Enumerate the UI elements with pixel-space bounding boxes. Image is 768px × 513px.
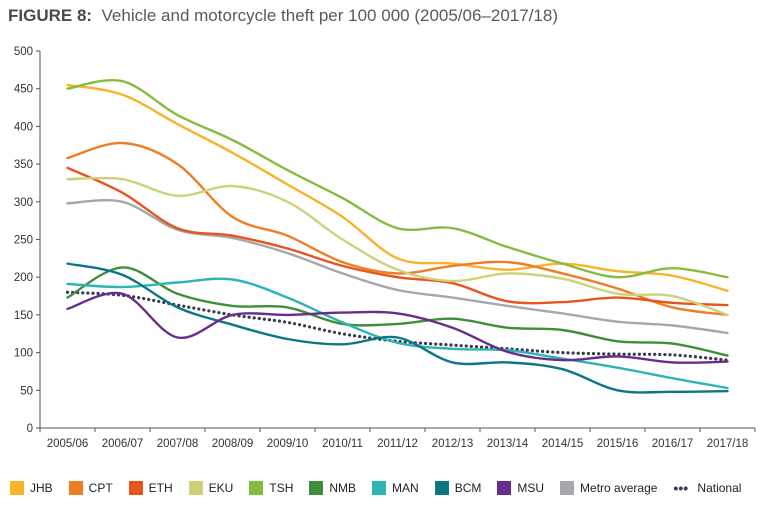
y-tick-label: 150 — [14, 310, 33, 322]
x-tick-label: 2015/16 — [597, 438, 639, 450]
legend-item-jhb: JHB — [10, 481, 53, 495]
legend-label: MSU — [517, 481, 545, 495]
legend-label: JHB — [30, 481, 53, 495]
y-tick-label: 450 — [14, 84, 33, 96]
x-tick-label: 2014/15 — [542, 438, 584, 450]
y-tick-label: 350 — [14, 159, 33, 171]
legend-item-msu: MSU — [497, 481, 544, 495]
x-tick-label: 2016/17 — [652, 438, 694, 450]
y-tick-label: 500 — [14, 46, 33, 58]
y-tick-label: 0 — [27, 423, 33, 435]
x-tick-label: 2013/14 — [487, 438, 529, 450]
legend-item-man: MAN — [372, 481, 419, 495]
legend-swatch — [128, 481, 143, 495]
legend-swatch — [68, 481, 83, 495]
legend-swatch — [10, 481, 24, 495]
series-line-national — [65, 290, 730, 362]
legend: JHB CPT ETH EKU TSH NMB MAN BCM MSU Metro average… — [10, 481, 760, 495]
y-tick-label: 200 — [14, 272, 33, 284]
legend-item-eth: ETH — [128, 481, 173, 495]
series-line-nmb — [66, 266, 729, 357]
legend-label: National — [697, 481, 742, 495]
x-tick-label: 2012/13 — [432, 438, 474, 450]
y-tick-label: 250 — [14, 235, 33, 247]
series-line-msu — [66, 291, 729, 364]
legend-label: MAN — [392, 481, 419, 495]
x-tick-label: 2006/07 — [102, 438, 144, 450]
legend-label: BCM — [454, 481, 482, 495]
legend-label: Metro average — [580, 481, 658, 495]
legend-swatch — [560, 481, 575, 495]
legend-label: ETH — [148, 481, 173, 495]
legend-item-eku: EKU — [188, 481, 234, 495]
x-tick-label: 2017/18 — [707, 438, 749, 450]
legend-swatch — [497, 481, 512, 495]
legend-item-cpt: CPT — [68, 481, 113, 495]
legend-label: CPT — [88, 481, 113, 495]
legend-swatch — [309, 481, 324, 495]
series-line-jhb — [66, 83, 729, 292]
y-tick-label: 400 — [14, 121, 33, 133]
series-line-eth — [66, 166, 729, 307]
series-line-eku — [66, 176, 729, 317]
legend-item-bcm: BCM — [434, 481, 482, 495]
legend-item-metro-average: Metro average — [560, 481, 657, 495]
legend-swatch — [434, 481, 449, 495]
legend-item-tsh: TSH — [249, 481, 293, 495]
legend-swatch — [372, 481, 387, 495]
x-tick-label: 2011/12 — [377, 438, 418, 450]
legend-label: EKU — [208, 481, 234, 495]
figure-number: FIGURE 8: — [8, 6, 93, 25]
series-line-bcm — [66, 262, 729, 394]
x-tick-label: 2010/11 — [322, 438, 363, 450]
series-line-metro-average — [66, 198, 729, 335]
legend-swatch — [249, 481, 264, 495]
x-tick-label: 2008/09 — [212, 438, 254, 450]
series-line-man — [66, 277, 729, 390]
legend-label: NMB — [329, 481, 357, 495]
y-tick-label: 100 — [14, 348, 33, 360]
legend-swatch: ••• — [673, 480, 689, 496]
legend-swatch — [188, 481, 203, 495]
legend-item-national: ••• National — [673, 481, 741, 495]
x-tick-label: 2009/10 — [267, 438, 309, 450]
legend-item-nmb: NMB — [309, 481, 356, 495]
figure-caption: Vehicle and motorcycle theft per 100 000… — [101, 6, 559, 25]
legend-label: TSH — [269, 481, 294, 495]
x-tick-label: 2005/06 — [47, 438, 89, 450]
y-tick-label: 50 — [20, 385, 33, 397]
chart-title: FIGURE 8: Vehicle and motorcycle theft p… — [8, 6, 558, 26]
series-line-tsh — [66, 79, 729, 279]
series-line-cpt — [66, 141, 729, 317]
y-tick-label: 300 — [14, 197, 33, 209]
x-tick-label: 2007/08 — [157, 438, 199, 450]
